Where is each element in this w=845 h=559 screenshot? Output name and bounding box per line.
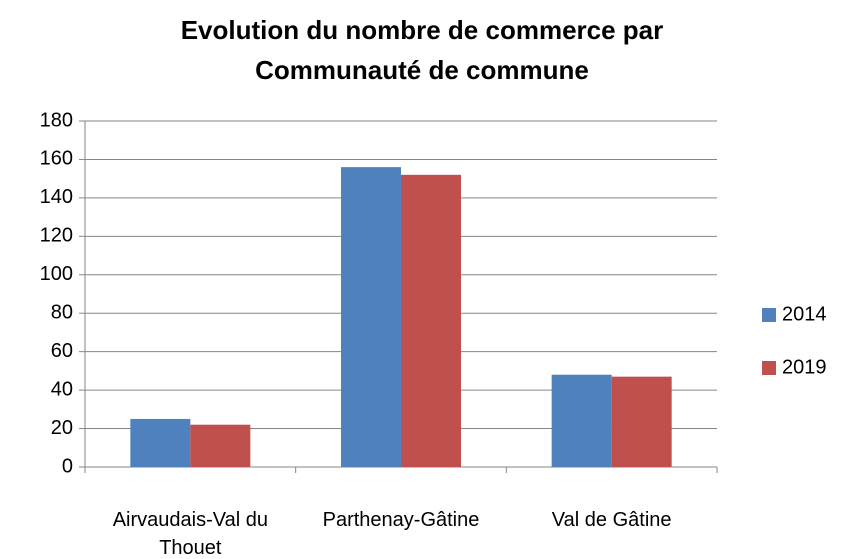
y-tick-label: 140 <box>40 186 73 208</box>
y-tick-label: 40 <box>51 378 73 400</box>
chart-title: Evolution du nombre de commerce par Comm… <box>180 15 664 85</box>
y-tick-label: 180 <box>40 109 73 131</box>
bar <box>611 376 672 467</box>
x-tick-label: Airvaudais-Val du Thouet <box>112 509 268 559</box>
bar <box>130 418 191 467</box>
bar <box>341 167 401 467</box>
legend-label: 2019 <box>782 356 827 378</box>
y-tick-label: 120 <box>40 225 73 247</box>
y-tick-label: 80 <box>51 302 73 324</box>
x-tick-label: Parthenay-Gâtine <box>322 509 480 531</box>
bar <box>190 424 251 467</box>
x-tick-label: Val de Gâtine <box>551 509 672 531</box>
y-tick-label: 160 <box>40 148 73 170</box>
bar <box>401 174 461 468</box>
y-tick-label: 100 <box>40 263 73 285</box>
bar <box>551 374 612 467</box>
legend-label: 2014 <box>782 303 827 325</box>
y-tick-label: 20 <box>51 417 73 439</box>
y-tick-label: 0 <box>62 455 73 477</box>
legend-swatch <box>762 361 776 375</box>
legend-swatch <box>762 308 776 322</box>
y-tick-label: 60 <box>51 340 73 362</box>
